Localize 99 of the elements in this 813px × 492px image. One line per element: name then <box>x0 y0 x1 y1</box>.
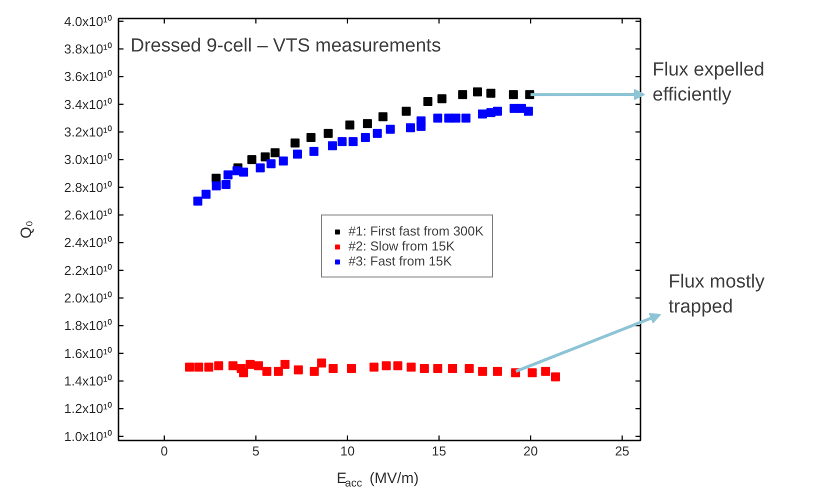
y-tick-label: 3.6x10¹⁰ <box>64 69 113 84</box>
point <box>193 196 202 206</box>
point <box>247 155 256 164</box>
text: Dressed 9-cell – VTS measurements <box>130 36 441 56</box>
point <box>310 366 319 376</box>
point <box>239 368 248 378</box>
point <box>262 366 272 376</box>
point <box>328 364 338 374</box>
point <box>194 362 204 372</box>
point <box>433 114 442 123</box>
point <box>528 368 537 378</box>
point <box>260 152 270 162</box>
point <box>228 361 238 370</box>
y-tick-label: 2.8x10¹⁰ <box>64 180 113 195</box>
point <box>338 137 347 146</box>
point <box>541 366 550 376</box>
y-tick-label: 2.6x10¹⁰ <box>64 207 113 222</box>
point <box>406 362 416 372</box>
point <box>378 112 388 122</box>
y-tick-label: 3.0x10¹⁰ <box>64 152 113 168</box>
point <box>254 361 263 370</box>
x-tick-label: 25 <box>614 444 630 458</box>
point <box>246 360 255 369</box>
point <box>280 360 290 369</box>
point <box>478 109 487 118</box>
point <box>324 128 333 138</box>
point <box>224 170 233 180</box>
point <box>256 163 265 172</box>
y-axis-title: Q₀ <box>18 220 35 238</box>
point <box>309 146 318 156</box>
y-tick-label: 1.0x10¹⁰ <box>64 428 113 444</box>
x-tick-label: 0 <box>160 444 168 458</box>
legend-label: #3: Fast from 15K <box>348 254 452 268</box>
point <box>348 137 358 146</box>
point <box>204 362 214 372</box>
y-tick-label: 3.2x10¹⁰ <box>64 124 113 140</box>
point <box>402 106 411 116</box>
point <box>464 364 474 374</box>
point <box>317 358 326 368</box>
point <box>416 116 426 126</box>
point <box>458 90 468 100</box>
y-tick-label: 1.8x10¹⁰ <box>64 318 113 334</box>
point <box>433 364 442 374</box>
point <box>451 114 460 123</box>
point <box>270 148 280 158</box>
x-tick-label: 5 <box>252 444 260 458</box>
y-tick-label: 1.6x10¹⁰ <box>64 346 113 361</box>
point <box>266 159 276 168</box>
point <box>486 88 496 98</box>
point <box>345 120 354 130</box>
point <box>328 141 337 150</box>
point <box>386 124 395 134</box>
x-tick-label: 15 <box>432 444 446 458</box>
annotation: Flux mostly trapped <box>668 271 766 318</box>
point <box>202 190 211 199</box>
point <box>290 138 300 148</box>
y-tick-label: 1.4x10¹⁰ <box>64 374 113 389</box>
point <box>362 119 372 128</box>
y-tick-label: 2.4x10¹⁰ <box>64 235 113 250</box>
point <box>222 180 231 190</box>
point <box>212 181 221 190</box>
point <box>406 123 415 132</box>
point <box>393 361 402 370</box>
point <box>372 128 382 138</box>
point <box>492 106 502 116</box>
point <box>382 361 391 370</box>
point <box>492 366 502 376</box>
point <box>294 365 303 374</box>
point <box>185 362 194 372</box>
point <box>472 87 482 96</box>
point <box>292 150 302 159</box>
x-tick-label: 10 <box>340 444 355 458</box>
legend-label: #2: Slow from 15K <box>348 238 455 254</box>
point <box>370 362 379 372</box>
point <box>524 106 533 116</box>
y-tick-label: 3.4x10¹⁰ <box>64 96 113 112</box>
point <box>508 90 518 100</box>
y-tick-label: 4.0x10¹⁰ <box>64 14 113 29</box>
point <box>478 366 488 376</box>
x-tick-label: 20 <box>523 444 538 458</box>
point <box>420 364 429 374</box>
point <box>461 114 470 123</box>
point <box>278 156 288 166</box>
y-tick-label: 1.2x10¹⁰ <box>64 401 113 416</box>
y-tick-label: 3.8x10¹⁰ <box>64 41 113 56</box>
annotation: Flux expelled efficiently <box>652 59 764 106</box>
y-tick-label: 2.2x10¹⁰ <box>64 262 113 278</box>
point <box>360 132 370 142</box>
point <box>437 94 446 104</box>
point <box>551 372 560 382</box>
point <box>448 364 458 374</box>
point <box>274 366 283 376</box>
point <box>214 361 224 370</box>
point <box>346 364 356 374</box>
point <box>306 132 316 142</box>
point <box>423 97 432 106</box>
legend-label: #1: First fast from 300K <box>348 224 484 238</box>
point <box>239 168 248 177</box>
y-tick-label: 2.0x10¹⁰ <box>64 290 113 306</box>
